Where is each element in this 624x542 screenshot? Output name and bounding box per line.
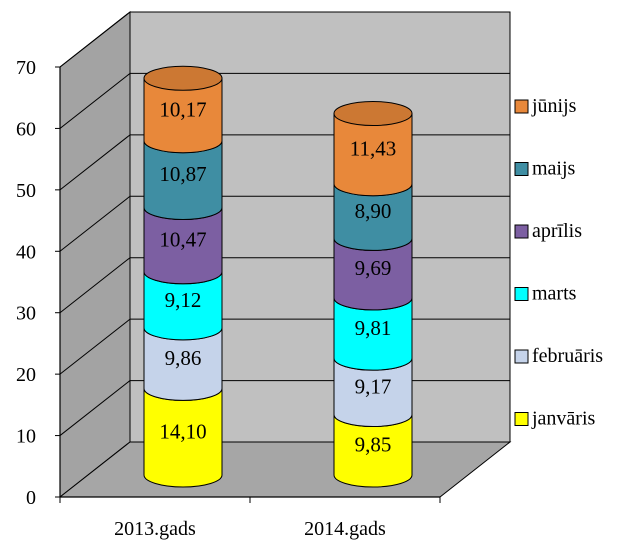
side-gridline	[59, 195, 131, 252]
legend-label: februāris	[532, 345, 603, 367]
axes	[55, 66, 441, 503]
bars: 14,10 9,86 9,12 10,47 10,87 10,17 9,85 9,17 9,81…	[143, 65, 413, 488]
x-category-label: 2013.gads	[114, 518, 196, 540]
legend-swatch	[514, 224, 529, 239]
y-tick-label: 40	[16, 241, 36, 263]
legend-swatch	[514, 412, 529, 426]
data-label: 9,17	[355, 374, 392, 398]
bar-segment-body	[143, 271, 223, 341]
side-gridline	[59, 134, 131, 191]
bar-segment-body	[143, 327, 223, 401]
data-label: 9,86	[165, 346, 202, 370]
legend-label: aprīlis	[532, 220, 582, 242]
bar-segment-body	[143, 387, 223, 488]
data-label: 11,43	[350, 137, 396, 161]
side-gridline	[59, 318, 131, 375]
legend-swatch	[514, 349, 529, 364]
side-wall	[59, 10, 131, 499]
bar-segment: 11,43	[333, 100, 413, 197]
bar-segment-body	[143, 140, 223, 220]
side-gridline	[59, 380, 131, 436]
y-tick-label: 0	[26, 487, 36, 509]
bar-segment-body	[333, 237, 413, 311]
chart-walls	[58, 10, 512, 499]
legend-swatch	[514, 162, 529, 176]
legend-swatch	[514, 99, 529, 114]
bar-segment-top	[143, 65, 223, 91]
legend-item: februāris	[514, 345, 603, 367]
legend: jūnijs maijs aprīlis marts februāris janvāris	[514, 95, 603, 430]
data-label: 10,17	[159, 97, 206, 121]
x-axis-categories: 2013.gads 2014.gads	[114, 518, 386, 540]
y-tick-label: 20	[16, 364, 36, 386]
legend-label: maijs	[532, 158, 576, 180]
legend-swatch	[514, 287, 529, 301]
side-gridline	[59, 73, 131, 129]
legend-item: janvāris	[514, 408, 596, 430]
data-label: 9,12	[165, 288, 202, 312]
y-tick-label: 30	[16, 303, 36, 325]
legend-label: marts	[532, 283, 577, 305]
bar-segment-body	[143, 206, 223, 285]
side-gridline	[59, 257, 131, 314]
x-category-label: 2014.gads	[304, 518, 386, 540]
data-label: 8,90	[355, 199, 392, 223]
bar-segment-body	[333, 357, 413, 427]
bar-segment-body	[333, 112, 413, 197]
bar-segment-body	[333, 413, 413, 488]
bar-segment-body	[333, 297, 413, 371]
legend-label: janvāris	[531, 408, 596, 430]
data-label: 9,69	[355, 256, 392, 280]
legend-item: marts	[514, 283, 577, 305]
side-gridline	[59, 11, 131, 68]
data-label: 10,87	[159, 162, 206, 186]
bar-segment-body	[143, 77, 223, 154]
legend-item: aprīlis	[514, 220, 582, 242]
y-tick-label: 10	[16, 426, 36, 448]
y-tick-label: 70	[16, 57, 36, 79]
legend-item: jūnijs	[514, 95, 577, 117]
y-tick-label: 60	[16, 118, 36, 140]
data-label: 9,81	[355, 316, 392, 340]
bar-segment-body	[333, 183, 413, 251]
bar-segment: 10,17	[143, 65, 223, 154]
y-tick-label: 50	[16, 180, 36, 202]
legend-item: maijs	[514, 158, 576, 180]
data-label: 14,10	[159, 420, 206, 444]
data-label: 10,47	[159, 228, 206, 252]
y-axis-ticks: 0 10 20 30 40 50 60 70	[16, 57, 36, 509]
legend-label: jūnijs	[531, 95, 577, 117]
floor	[58, 441, 512, 498]
data-label: 9,85	[355, 433, 392, 457]
bar-segment-top	[333, 100, 413, 126]
